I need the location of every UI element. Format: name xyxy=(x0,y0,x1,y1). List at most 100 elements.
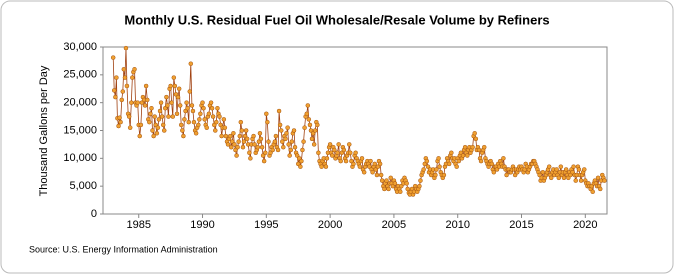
data-point xyxy=(154,131,160,136)
data-point xyxy=(138,122,144,128)
y-tick-label: 5,000 xyxy=(69,180,97,192)
data-point xyxy=(113,94,118,100)
data-point xyxy=(388,175,393,181)
data-point xyxy=(305,103,311,108)
data-point xyxy=(208,100,214,105)
y-tick-label: 30,000 xyxy=(63,41,97,53)
data-point xyxy=(276,108,282,114)
data-point xyxy=(341,147,347,153)
data-point xyxy=(156,117,162,122)
data-point xyxy=(148,111,153,117)
data-point xyxy=(370,170,375,175)
data-point xyxy=(324,156,330,161)
x-tick-label: 2015 xyxy=(509,219,533,231)
data-point xyxy=(377,161,383,167)
data-point xyxy=(288,147,294,153)
data-point xyxy=(232,142,237,147)
data-point xyxy=(472,131,477,136)
data-point xyxy=(201,105,206,111)
data-point xyxy=(398,189,403,194)
data-point xyxy=(198,111,203,117)
data-point xyxy=(244,136,250,142)
data-point xyxy=(127,125,133,130)
data-point xyxy=(137,133,142,139)
data-point xyxy=(289,139,295,144)
data-point xyxy=(170,114,176,119)
data-point xyxy=(462,144,468,150)
data-point xyxy=(164,94,169,100)
data-point xyxy=(147,119,152,125)
data-point xyxy=(563,167,569,172)
data-point xyxy=(259,144,265,150)
data-point xyxy=(434,167,439,172)
data-point xyxy=(111,88,117,93)
data-point xyxy=(546,164,552,169)
data-point xyxy=(478,158,484,164)
data-point xyxy=(351,161,356,167)
data-point xyxy=(168,83,173,89)
data-point xyxy=(171,75,177,80)
data-point xyxy=(123,45,129,51)
data-point xyxy=(359,156,365,161)
data-point xyxy=(251,133,256,139)
data-point xyxy=(197,117,202,122)
y-tick-label: 0 xyxy=(91,208,97,220)
data-point xyxy=(155,125,161,130)
data-point xyxy=(602,178,607,183)
data-point xyxy=(240,144,246,150)
data-point xyxy=(202,117,207,122)
data-point xyxy=(243,128,249,133)
data-point xyxy=(150,128,155,133)
data-point xyxy=(180,128,185,133)
data-point xyxy=(312,128,318,133)
data-point xyxy=(279,128,284,133)
data-point xyxy=(116,123,121,129)
x-tick-label: 1990 xyxy=(190,219,214,231)
data-point xyxy=(286,142,291,147)
data-point xyxy=(338,158,343,164)
data-point xyxy=(405,186,410,192)
data-point xyxy=(285,125,290,130)
data-point xyxy=(196,122,201,128)
data-point xyxy=(578,178,584,183)
data-point xyxy=(186,119,191,125)
data-point xyxy=(316,150,321,156)
data-point xyxy=(275,147,281,153)
data-point xyxy=(270,147,275,153)
data-point xyxy=(357,164,363,169)
data-point xyxy=(277,122,283,128)
data-point xyxy=(219,133,224,139)
data-point xyxy=(237,133,243,139)
data-point xyxy=(238,119,244,125)
data-point xyxy=(298,164,303,169)
data-point xyxy=(204,125,209,130)
data-point xyxy=(159,114,165,119)
data-point xyxy=(335,150,340,156)
data-point xyxy=(304,111,310,117)
data-point xyxy=(582,167,587,172)
data-point xyxy=(417,183,422,189)
data-point xyxy=(184,100,189,105)
data-point xyxy=(433,172,438,178)
data-point xyxy=(114,75,119,80)
data-point xyxy=(160,122,166,128)
data-point xyxy=(166,114,171,119)
data-point xyxy=(261,158,267,164)
data-point xyxy=(178,122,184,128)
data-point xyxy=(165,103,170,108)
data-point xyxy=(130,75,135,80)
data-point xyxy=(252,142,257,147)
data-point xyxy=(470,144,475,150)
data-point xyxy=(476,147,482,153)
data-point xyxy=(501,156,506,161)
data-point xyxy=(332,147,337,153)
data-point xyxy=(135,100,140,105)
data-point xyxy=(185,105,190,111)
data-point xyxy=(473,136,479,142)
data-point xyxy=(384,178,389,183)
data-point xyxy=(482,144,487,150)
data-point xyxy=(181,133,186,139)
data-point xyxy=(300,147,305,153)
data-point xyxy=(120,89,126,94)
data-point xyxy=(209,105,215,111)
